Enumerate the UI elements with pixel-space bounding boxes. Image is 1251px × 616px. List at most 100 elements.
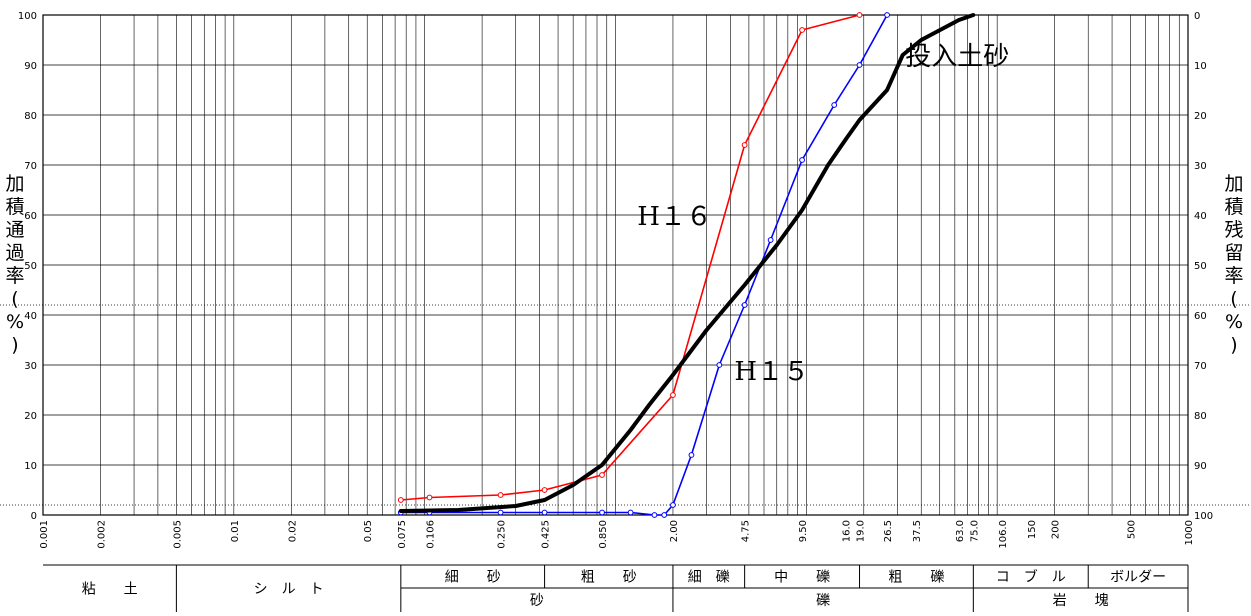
x-tick-label: 26.5 xyxy=(883,520,894,542)
soil-group-label: 岩 塊 xyxy=(1053,593,1109,609)
axis-label-char: ( xyxy=(11,288,18,310)
axis-label-char: 加 xyxy=(5,173,24,195)
axis-label-char: 通 xyxy=(5,219,24,241)
data-point-h15 xyxy=(831,102,838,108)
axis-label-char: 留 xyxy=(1224,242,1243,264)
axis-label-char: 残 xyxy=(1224,219,1243,241)
axis-label-char: ) xyxy=(1230,334,1237,356)
data-point-h16 xyxy=(741,142,748,148)
soil-class-label: 粗 礫 xyxy=(888,570,944,586)
x-tick-label: 0.075 xyxy=(397,520,408,549)
x-tick-label: 0.250 xyxy=(497,520,508,549)
reference-dotted-lines xyxy=(0,304,1251,506)
data-point-h15 xyxy=(767,237,774,243)
annotation-label: H１５ xyxy=(734,357,809,387)
y-tick-left: 40 xyxy=(24,311,37,322)
data-point-h15 xyxy=(799,157,805,163)
series-lines xyxy=(397,12,976,518)
plot-frame xyxy=(42,14,1189,516)
y-tick-left: 0 xyxy=(31,511,37,522)
y-tick-right: 50 xyxy=(1194,261,1207,272)
y-tick-left: 90 xyxy=(24,61,37,72)
data-point-h16 xyxy=(670,392,676,398)
data-point-h16 xyxy=(497,492,504,498)
x-tick-label: 16.0 xyxy=(841,520,852,542)
x-tick-label: 0.005 xyxy=(172,520,183,549)
axis-label-char: ( xyxy=(1230,288,1237,310)
annotations: H１６ H１５ 投入土砂 xyxy=(637,42,1009,387)
axis-label-char: 積 xyxy=(5,196,24,218)
y-tick-left: 80 xyxy=(24,111,37,122)
soil-class-label: 細 砂 xyxy=(445,570,501,586)
axis-label-char: 積 xyxy=(1224,196,1243,218)
soil-class-label: コ ブ ル xyxy=(996,569,1066,586)
data-point-h15 xyxy=(627,509,634,516)
x-tick-label: 4.75 xyxy=(741,520,752,542)
axis-label-char: 加 xyxy=(1224,173,1243,195)
data-point-h16 xyxy=(856,12,863,18)
soil-group-label: 砂 xyxy=(530,593,544,609)
x-tick-label: 500 xyxy=(1127,520,1138,539)
soil-class-label: 粗 砂 xyxy=(581,570,637,586)
axis-label-char: % xyxy=(1225,311,1243,333)
soil-class-label: 細 礫 xyxy=(688,570,730,586)
soil-class-label: シ ル ト xyxy=(254,582,324,598)
x-tick-label: 37.5 xyxy=(912,520,923,542)
x-tick-label: 0.01 xyxy=(230,520,241,542)
x-tick-label: 150 xyxy=(1027,520,1038,539)
soil-class-label: 中 礫 xyxy=(774,570,830,586)
y-tick-right: 40 xyxy=(1194,211,1207,222)
y-tick-left: 30 xyxy=(24,361,37,372)
data-point-h15 xyxy=(670,502,676,508)
y-tick-right: 20 xyxy=(1194,111,1207,122)
y-tick-right: 70 xyxy=(1194,361,1207,372)
data-point-h15 xyxy=(599,509,605,516)
x-tick-label: 0.425 xyxy=(541,520,552,549)
axis-label-char: 過 xyxy=(5,242,24,264)
grid xyxy=(43,15,1188,515)
x-tick-label: 19.0 xyxy=(856,520,867,542)
x-tick-label: 9.50 xyxy=(798,520,809,542)
y-tick-right: 100 xyxy=(1194,511,1213,522)
x-tick-label: 0.850 xyxy=(598,520,609,549)
x-tick-label: 200 xyxy=(1051,520,1062,539)
soil-class-label: ボルダー xyxy=(1110,570,1166,586)
x-tick-label: 75.0 xyxy=(969,520,980,542)
data-point-h15 xyxy=(497,509,504,516)
y-tick-left: 60 xyxy=(24,211,37,222)
data-point-h16 xyxy=(541,487,548,493)
data-point-h15 xyxy=(884,12,891,18)
x-tick-label: 0.002 xyxy=(96,520,107,549)
x-tick-label: 1000 xyxy=(1184,520,1195,545)
x-axis-ticks: 0.001 0.002 0.005 0.01 0.02 0.05 0.075 0.106 0.2… xyxy=(39,520,1195,549)
axis-label-char: ) xyxy=(11,334,18,356)
y-tick-left: 70 xyxy=(24,161,37,172)
y-tick-left: 10 xyxy=(24,461,37,472)
x-tick-label: 0.02 xyxy=(287,520,298,542)
data-point-h16 xyxy=(599,472,605,478)
annotation-label: H１６ xyxy=(637,202,712,232)
data-point-h15 xyxy=(741,302,748,308)
soil-class-label: 粘 土 xyxy=(82,582,138,598)
data-point-h15 xyxy=(651,512,658,518)
y-tick-right: 80 xyxy=(1194,411,1207,422)
x-tick-label: 0.106 xyxy=(425,520,436,549)
x-tick-label: 0.001 xyxy=(39,520,50,549)
x-tick-label: 63.0 xyxy=(955,520,966,542)
axis-label-char: 率 xyxy=(1224,265,1243,287)
data-point-h16 xyxy=(426,494,433,501)
y-tick-left: 20 xyxy=(24,411,37,422)
series-line-input-soil xyxy=(398,13,976,513)
annotation-label: 投入土砂 xyxy=(905,42,1009,72)
data-point-h15 xyxy=(856,62,863,68)
data-point-h15 xyxy=(688,452,695,458)
soil-group-label: 礫 xyxy=(816,593,830,609)
data-point-h15 xyxy=(716,362,723,368)
data-point-h16 xyxy=(799,27,805,33)
data-point-h15 xyxy=(541,509,548,516)
